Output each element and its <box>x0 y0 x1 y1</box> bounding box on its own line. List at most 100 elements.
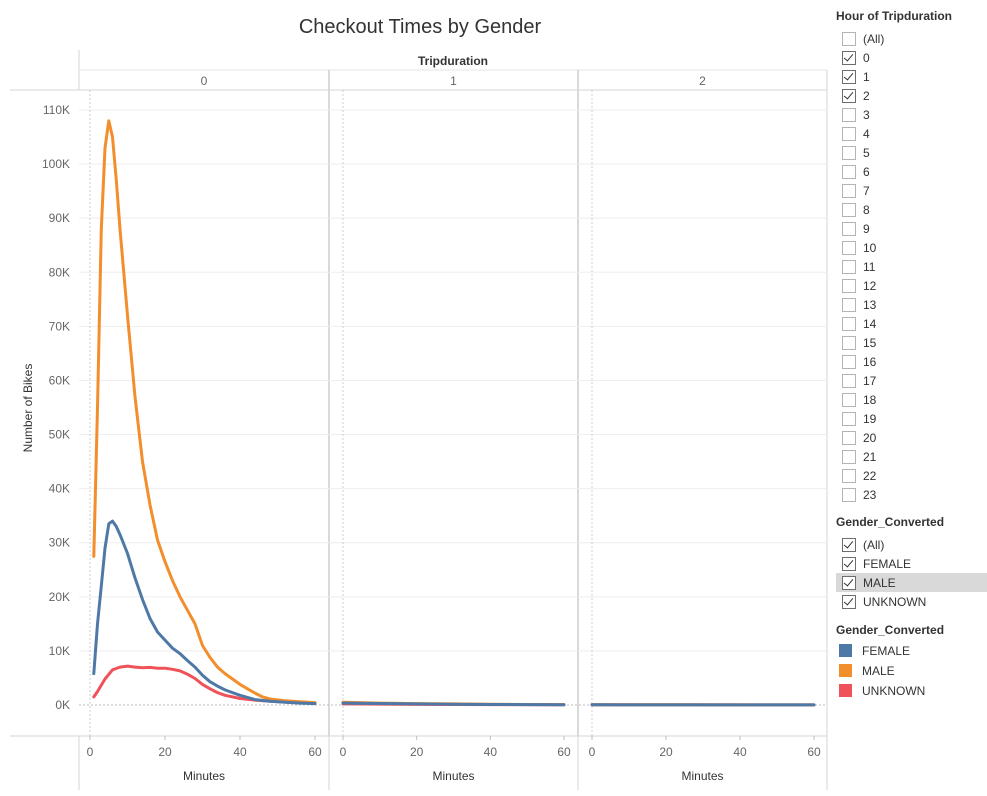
checkbox[interactable] <box>842 575 856 590</box>
hour-filter-item[interactable]: 9 <box>836 219 987 238</box>
x-tick-label: 60 <box>807 745 821 759</box>
gender-filter-item[interactable]: UNKNOWN <box>836 592 987 611</box>
legend-label: FEMALE <box>862 643 911 658</box>
gender-filter-item[interactable]: FEMALE <box>836 554 987 573</box>
checkbox[interactable] <box>842 88 856 103</box>
y-tick-label: 30K <box>49 536 70 550</box>
hour-filter-item[interactable]: 16 <box>836 352 987 371</box>
checkbox[interactable] <box>842 430 856 445</box>
x-axis-title: Minutes <box>681 769 723 783</box>
hour-filter-item[interactable]: 17 <box>836 371 987 390</box>
checkbox-label: (All) <box>863 537 885 552</box>
checkbox[interactable] <box>842 537 856 552</box>
checkbox-label: (All) <box>863 31 885 46</box>
y-tick-label: 100K <box>42 157 70 171</box>
legend-title: Gender_Converted <box>836 623 945 637</box>
gender-filter-title: Gender_Converted <box>836 515 945 529</box>
checkbox-label: 14 <box>863 316 877 331</box>
hour-filter-item[interactable]: 8 <box>836 200 987 219</box>
checkbox[interactable] <box>842 164 856 179</box>
hour-filter-item[interactable]: 23 <box>836 485 987 504</box>
legend-item[interactable]: MALE <box>836 661 895 680</box>
hour-filter-item[interactable]: (All) <box>836 29 987 48</box>
checkbox[interactable] <box>842 145 856 160</box>
x-tick-label: 40 <box>484 745 498 759</box>
gender-filter-item[interactable]: (All) <box>836 535 987 554</box>
y-tick-label: 40K <box>49 482 70 496</box>
x-axis-title: Minutes <box>183 769 225 783</box>
y-tick-label: 80K <box>49 265 70 279</box>
panel-header-0: 0 <box>201 74 208 88</box>
hour-filter-item[interactable]: 2 <box>836 86 987 105</box>
checkbox-label: 8 <box>863 202 870 217</box>
checkbox-label: 1 <box>863 69 870 84</box>
checkbox[interactable] <box>842 278 856 293</box>
checkbox-label: UNKNOWN <box>863 594 927 609</box>
y-tick-label: 110K <box>43 103 70 117</box>
hour-filter-item[interactable]: 13 <box>836 295 987 314</box>
checkbox[interactable] <box>842 354 856 369</box>
hour-filter-item[interactable]: 12 <box>836 276 987 295</box>
checkbox[interactable] <box>842 411 856 426</box>
checkbox-label: FEMALE <box>863 556 912 571</box>
hour-filter-item[interactable]: 3 <box>836 105 987 124</box>
hour-filter-item[interactable]: 0 <box>836 48 987 67</box>
hour-filter-item[interactable]: 5 <box>836 143 987 162</box>
hour-filter-item[interactable]: 18 <box>836 390 987 409</box>
x-tick-label: 0 <box>589 745 596 759</box>
checkbox[interactable] <box>842 373 856 388</box>
hour-filter-item[interactable]: 7 <box>836 181 987 200</box>
checkbox[interactable] <box>842 183 856 198</box>
y-tick-label: 50K <box>49 428 70 442</box>
x-tick-label: 40 <box>733 745 747 759</box>
y-tick-label: 90K <box>49 211 70 225</box>
hour-filter-item[interactable]: 15 <box>836 333 987 352</box>
checkbox[interactable] <box>842 126 856 141</box>
x-tick-label: 40 <box>233 745 247 759</box>
checkbox[interactable] <box>842 259 856 274</box>
legend-swatch <box>839 684 852 697</box>
checkbox[interactable] <box>842 69 856 84</box>
hour-filter-item[interactable]: 10 <box>836 238 987 257</box>
hour-filter-item[interactable]: 22 <box>836 466 987 485</box>
checkbox[interactable] <box>842 221 856 236</box>
checkbox[interactable] <box>842 107 856 122</box>
checkbox-label: 12 <box>863 278 877 293</box>
checkbox[interactable] <box>842 487 856 502</box>
gender-filter-item[interactable]: MALE <box>836 573 987 592</box>
series-line-male-panel-0 <box>92 119 317 705</box>
x-axis-title: Minutes <box>432 769 474 783</box>
checkbox[interactable] <box>842 202 856 217</box>
checkbox[interactable] <box>842 50 856 65</box>
checkbox[interactable] <box>842 594 856 609</box>
hour-filter-item[interactable]: 1 <box>836 67 987 86</box>
x-tick-label: 60 <box>308 745 322 759</box>
x-tick-label: 60 <box>557 745 571 759</box>
hour-filter-item[interactable]: 20 <box>836 428 987 447</box>
checkbox-label: 10 <box>863 240 877 255</box>
hour-filter-item[interactable]: 6 <box>836 162 987 181</box>
legend-item[interactable]: UNKNOWN <box>836 681 925 700</box>
checkbox[interactable] <box>842 240 856 255</box>
checkbox-label: 11 <box>863 259 876 274</box>
hour-filter-title: Hour of Tripduration <box>836 9 952 23</box>
checkbox[interactable] <box>842 316 856 331</box>
checkbox[interactable] <box>842 297 856 312</box>
checkbox-label: 0 <box>863 50 870 65</box>
checkbox[interactable] <box>842 392 856 407</box>
y-tick-label: 20K <box>49 590 70 604</box>
hour-filter-item[interactable]: 11 <box>836 257 987 276</box>
checkbox-label: 4 <box>863 126 870 141</box>
checkbox[interactable] <box>842 556 856 571</box>
y-axis-title: Number of Bikes <box>21 364 35 453</box>
hour-filter-item[interactable]: 19 <box>836 409 987 428</box>
hour-filter-item[interactable]: 4 <box>836 124 987 143</box>
hour-filter-item[interactable]: 21 <box>836 447 987 466</box>
legend-item[interactable]: FEMALE <box>836 641 910 660</box>
chart-title: Checkout Times by Gender <box>299 16 542 38</box>
hour-filter-item[interactable]: 14 <box>836 314 987 333</box>
checkbox[interactable] <box>842 31 856 46</box>
checkbox[interactable] <box>842 468 856 483</box>
checkbox[interactable] <box>842 335 856 350</box>
checkbox[interactable] <box>842 449 856 464</box>
